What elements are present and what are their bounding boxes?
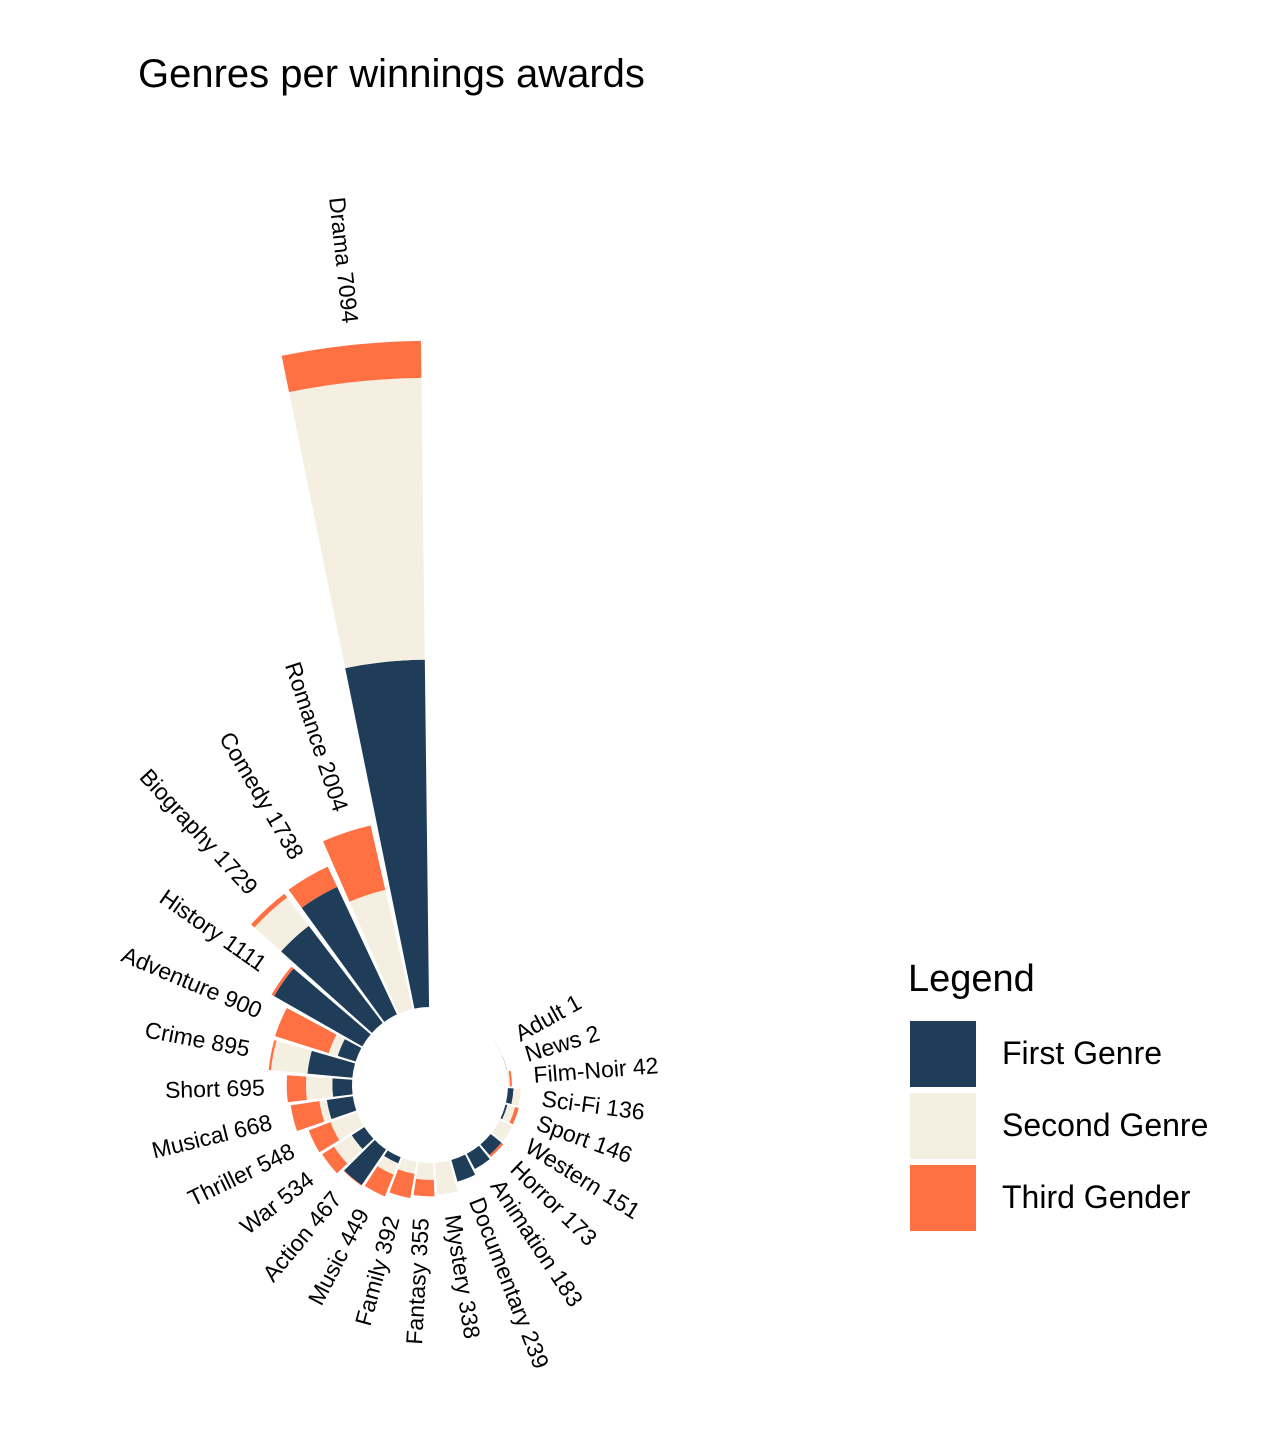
bar-romance-second-genre	[349, 889, 413, 1014]
chart-title: Genres per winnings awards	[138, 52, 645, 96]
bar-thriller-third-gender	[308, 1122, 340, 1153]
bar-music-first-genre	[384, 1150, 401, 1164]
bar-sci-fi-first-genre	[505, 1088, 514, 1104]
bar-biography-second-genre	[254, 897, 309, 952]
bar-history-third-gender	[271, 966, 294, 997]
bar-short-first-genre	[332, 1078, 353, 1097]
bar-drama-third-gender	[281, 340, 422, 393]
bar-animation-first-genre	[466, 1145, 490, 1169]
bar-war-second-genre	[334, 1135, 363, 1164]
bar-comedy-first-genre	[301, 886, 397, 1022]
bar-crime-third-gender	[268, 1040, 277, 1071]
bar-short-third-gender	[286, 1075, 307, 1103]
legend-item-first-genre: First Genre	[908, 1021, 1162, 1093]
bar-action-third-gender	[343, 1170, 362, 1186]
bar-adventure-third-gender	[275, 1007, 337, 1054]
bar-biography-first-genre	[281, 925, 383, 1033]
legend-swatch-third-gender	[910, 1165, 976, 1231]
bar-horror-first-genre	[480, 1133, 502, 1156]
legend-swatch-second-genre	[910, 1093, 976, 1159]
genre-label-crime: Crime 895	[143, 1016, 252, 1061]
bar-horror-third-gender	[489, 1142, 504, 1157]
bar-musical-first-genre	[326, 1096, 357, 1120]
bar-thriller-second-genre	[330, 1112, 364, 1141]
bar-short-second-genre	[305, 1076, 333, 1100]
bar-biography-third-gender	[251, 893, 288, 928]
bar-film-noir-second-genre	[506, 1071, 510, 1087]
bar-family-second-genre	[398, 1157, 417, 1174]
bar-musical-third-gender	[290, 1101, 325, 1132]
bar-musical-second-genre	[319, 1100, 332, 1122]
bar-crime-first-genre	[307, 1050, 356, 1078]
genre-label-drama: Drama 7094	[324, 196, 363, 325]
bar-history-first-genre	[274, 968, 371, 1047]
legend-swatch-first-genre	[910, 1021, 976, 1087]
bar-western-second-genre	[491, 1120, 513, 1142]
bar-film-noir-third-gender	[508, 1070, 512, 1087]
genre-label-short: Short 695	[165, 1074, 265, 1103]
bar-drama-first-genre	[345, 659, 430, 1009]
bar-sport-second-genre	[502, 1105, 516, 1123]
legend-item-second-genre: Second Genre	[908, 1093, 1208, 1165]
bar-romance-third-gender	[323, 825, 386, 902]
bar-adventure-first-genre	[337, 1039, 362, 1062]
bar-adventure-second-genre	[328, 1034, 345, 1056]
bar-drama-second-genre	[289, 377, 425, 669]
bar-crime-second-genre	[270, 1040, 312, 1074]
legend-label-first-genre: First Genre	[1002, 1035, 1163, 1071]
bar-music-second-genre	[377, 1156, 399, 1175]
legend-title: Legend	[908, 958, 1035, 1000]
bar-news-first-genre	[502, 1055, 507, 1070]
bar-fantasy-second-genre	[415, 1162, 434, 1180]
bar-war-first-genre	[351, 1127, 374, 1150]
bar-fantasy-third-gender	[413, 1178, 435, 1197]
bar-documentary-first-genre	[451, 1154, 476, 1182]
bar-family-third-gender	[389, 1169, 415, 1199]
bar-sport-third-gender	[509, 1107, 519, 1125]
genre-label-romance: Romance 2004	[280, 659, 354, 815]
bar-comedy-third-gender	[288, 866, 338, 908]
legend-item-third-gender: Third Gender	[908, 1165, 1191, 1237]
bar-sci-fi-second-genre	[511, 1088, 521, 1106]
legend-label-third-gender: Third Gender	[1002, 1179, 1191, 1215]
legend-label-second-genre: Second Genre	[1002, 1107, 1209, 1143]
bar-action-first-genre	[344, 1140, 387, 1186]
legend: Legend First Genre Second Genre Third Ge…	[908, 958, 1208, 1237]
bar-adult-first-genre	[494, 1040, 502, 1054]
genre-label-fantasy: Fantasy 355	[401, 1217, 434, 1345]
bar-war-third-gender	[322, 1146, 348, 1174]
bar-music-third-gender	[364, 1166, 394, 1197]
bar-mystery-second-genre	[435, 1160, 458, 1195]
bar-sport-first-genre	[500, 1104, 508, 1120]
